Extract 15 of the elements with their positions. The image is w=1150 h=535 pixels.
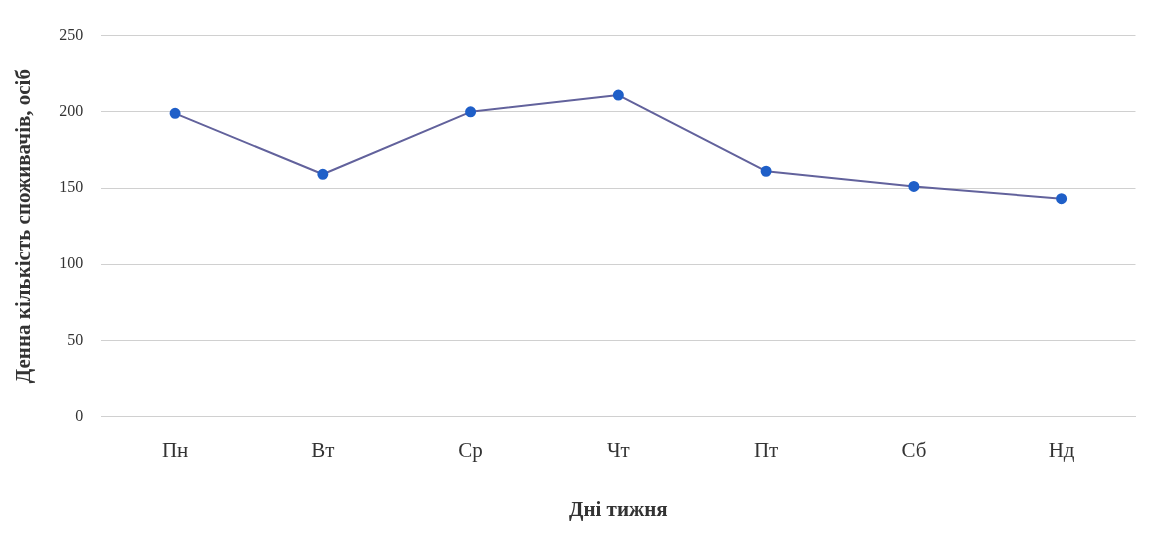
x-tick-label: Пт xyxy=(753,437,779,462)
y-tick-label: 200 xyxy=(59,102,84,119)
y-tick-label: 50 xyxy=(67,330,84,348)
x-tick-label: Пн xyxy=(161,437,189,462)
y-tick-label: 150 xyxy=(59,178,84,196)
x-tick-label: Нд xyxy=(1048,437,1075,462)
x-tick-label: Ср xyxy=(458,437,483,462)
x-tick-label: Сб xyxy=(901,437,927,462)
x-axis-title: Дні тижня xyxy=(568,496,668,521)
y-tick-label: 100 xyxy=(59,254,84,272)
y-tick-label: 0 xyxy=(75,406,84,424)
x-tick-label: Вт xyxy=(311,437,335,462)
x-tick-label: Чт xyxy=(606,437,630,462)
y-tick-label: 250 xyxy=(59,25,84,43)
y-axis-title: Денна кількість споживачів, осіб xyxy=(11,69,36,384)
